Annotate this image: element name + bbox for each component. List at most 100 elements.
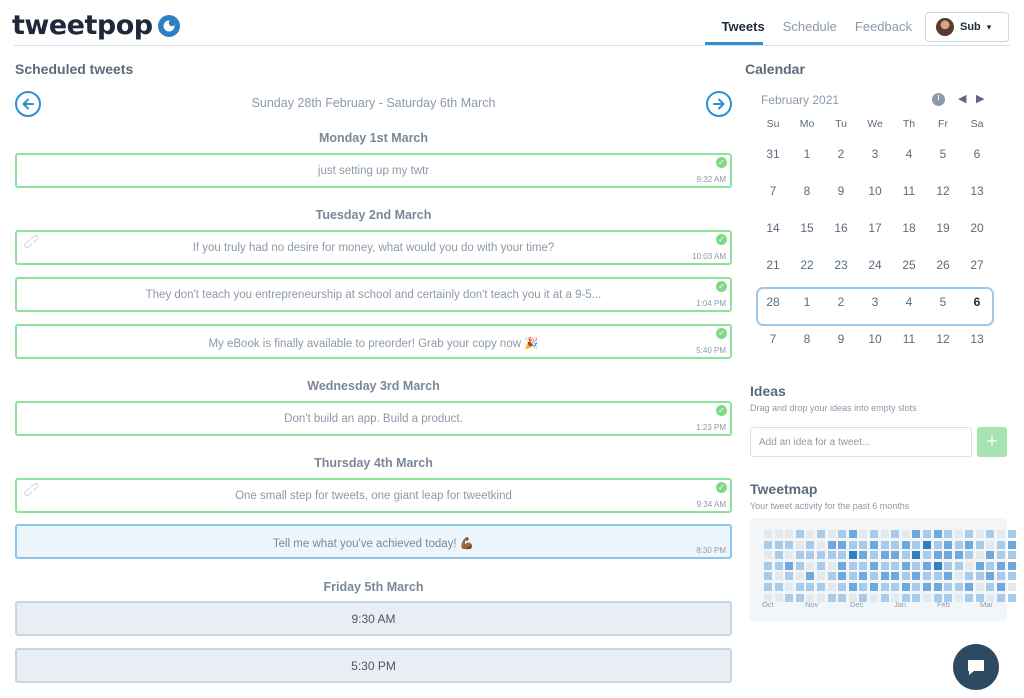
tweetmap-cell [816, 582, 825, 591]
next-month-icon[interactable]: ▶ [976, 93, 985, 105]
add-idea-button[interactable]: + [977, 427, 1007, 457]
calendar-day[interactable]: 22 [800, 258, 814, 272]
tweet-text: If you truly had no desire for money, wh… [192, 242, 555, 254]
calendar-day[interactable]: 10 [868, 332, 882, 346]
calendar-day[interactable]: 8 [803, 332, 811, 346]
logo[interactable]: tweetpop [12, 10, 181, 41]
tweetmap-cell [785, 582, 794, 591]
tweetmap-cell [785, 540, 794, 549]
tweetmap-cell [764, 582, 772, 591]
tweet-card[interactable]: ✓ My eBook is finally available to preor… [15, 324, 732, 359]
calendar-day[interactable]: 5 [939, 147, 947, 161]
calendar-day[interactable]: 15 [800, 221, 814, 235]
tweetmap-cell [986, 582, 995, 591]
tweetmap-cell [859, 561, 868, 570]
tweetmap-cell [944, 551, 953, 560]
calendar-day[interactable]: 10 [868, 184, 882, 198]
check-icon: ✓ [716, 281, 727, 292]
calendar-day[interactable]: 7 [769, 184, 777, 198]
tweetmap-cell [912, 561, 921, 570]
idea-input[interactable] [750, 427, 972, 457]
prev-week-button[interactable] [15, 91, 41, 117]
calendar-day[interactable]: 20 [970, 221, 984, 235]
calendar-day[interactable]: 1 [803, 147, 811, 161]
weekday-label: We [867, 118, 883, 130]
tweetmap-cell [1007, 551, 1016, 560]
chat-button[interactable] [953, 644, 999, 690]
logo-text: tweetpop [12, 10, 153, 41]
tweetmap-cell [901, 551, 910, 560]
calendar-day[interactable]: 6 [973, 295, 981, 309]
tab-feedback[interactable]: Feedback [854, 19, 912, 34]
check-icon: ✓ [716, 482, 727, 493]
tweetmap-cell [922, 561, 931, 570]
tab-tweets[interactable]: Tweets [721, 19, 765, 34]
tweetmap-cell [869, 582, 878, 591]
tweet-card[interactable]: ✓ Don't build an app. Build a product. 1… [15, 401, 732, 436]
tweetmap-cell [880, 593, 889, 602]
tweetmap-cell [975, 593, 984, 602]
tweetmap-cell [933, 530, 942, 538]
calendar-day[interactable]: 27 [970, 258, 984, 272]
calendar-day[interactable]: 28 [766, 295, 780, 309]
calendar-day[interactable]: 23 [834, 258, 848, 272]
calendar-day[interactable]: 12 [936, 184, 950, 198]
tweetmap-cell [997, 561, 1006, 570]
tweetmap-cell [795, 551, 804, 560]
tweetmap-cell [827, 561, 836, 570]
calendar-day[interactable]: 4 [905, 147, 913, 161]
tweetmap-cell [891, 582, 900, 591]
month-label: Nov [805, 600, 819, 609]
calendar-day[interactable]: 8 [803, 184, 811, 198]
calendar-day[interactable]: 25 [902, 258, 916, 272]
calendar-day[interactable]: 12 [936, 332, 950, 346]
prev-month-icon[interactable]: ◀ [958, 93, 967, 105]
tweet-card[interactable]: ✓ They don't teach you entrepreneurship … [15, 277, 732, 312]
tweetmap-cell [912, 540, 921, 549]
calendar-day[interactable]: 3 [871, 295, 879, 309]
calendar-day[interactable]: 2 [837, 147, 845, 161]
calendar-day[interactable]: 17 [868, 221, 882, 235]
tweet-card[interactable]: ⊂⊃ ✓ If you truly had no desire for mone… [15, 230, 732, 265]
calendar-day[interactable]: 3 [871, 147, 879, 161]
tweet-card[interactable]: ✓ just setting up my twtr 9:32 AM [15, 153, 732, 188]
calendar-day[interactable]: 13 [970, 332, 984, 346]
calendar-day[interactable]: 16 [834, 221, 848, 235]
calendar-day[interactable]: 31 [766, 147, 780, 161]
calendar-day[interactable]: 5 [939, 295, 947, 309]
tweetmap-cell [1007, 561, 1016, 570]
tweetmap-cell [838, 561, 847, 570]
tweetmap-cell [954, 582, 963, 591]
calendar-day[interactable]: 19 [936, 221, 950, 235]
tweet-card-pending[interactable]: Tell me what you've achieved today! 💪🏾 8… [15, 524, 732, 559]
calendar-day[interactable]: 4 [905, 295, 913, 309]
calendar-day[interactable]: 21 [766, 258, 780, 272]
calendar-day[interactable]: 18 [902, 221, 916, 235]
calendar-day[interactable]: 7 [769, 332, 777, 346]
calendar-day[interactable]: 1 [803, 295, 811, 309]
calendar-day[interactable]: 6 [973, 147, 981, 161]
calendar-day[interactable]: 9 [837, 184, 845, 198]
tweetmap-cell [764, 561, 772, 570]
calendar-day[interactable]: 9 [837, 332, 845, 346]
empty-slot[interactable]: 5:30 PM [15, 648, 732, 683]
next-week-button[interactable] [706, 91, 732, 117]
tweetmap-cell [827, 582, 836, 591]
clock-icon[interactable] [932, 93, 945, 106]
check-icon: ✓ [716, 234, 727, 245]
calendar-day[interactable]: 24 [868, 258, 882, 272]
calendar-title: Calendar [745, 61, 805, 77]
tweetmap-cell [997, 582, 1006, 591]
tab-schedule[interactable]: Schedule [782, 19, 837, 34]
calendar-day[interactable]: 14 [766, 221, 780, 235]
calendar-day[interactable]: 26 [936, 258, 950, 272]
logo-icon [157, 14, 180, 37]
calendar-day[interactable]: 11 [902, 332, 916, 346]
calendar-day[interactable]: 2 [837, 295, 845, 309]
calendar-day[interactable]: 11 [902, 184, 916, 198]
tweet-card[interactable]: ⊂⊃ ✓ One small step for tweets, one gian… [15, 478, 732, 513]
tweetmap-cell [848, 530, 857, 538]
calendar-day[interactable]: 13 [970, 184, 984, 198]
empty-slot[interactable]: 9:30 AM [15, 601, 732, 636]
user-menu-button[interactable]: Sub ▾ [925, 12, 1009, 42]
